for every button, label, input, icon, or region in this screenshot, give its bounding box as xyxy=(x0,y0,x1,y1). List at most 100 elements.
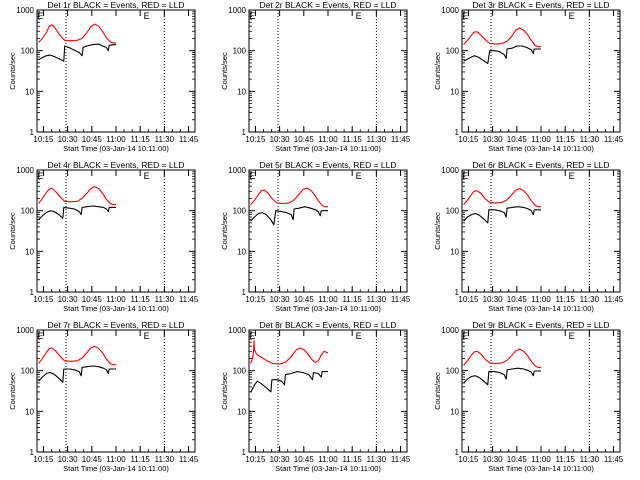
y-tick-label: 1000 xyxy=(16,166,34,175)
y-tick-label: 1 xyxy=(30,288,35,297)
e-marker: E xyxy=(249,11,255,21)
x-tick-label: 10:30 xyxy=(58,295,79,304)
x-tick-label: 10:30 xyxy=(58,455,79,464)
y-tick-label: 100 xyxy=(233,367,247,376)
y-tick-label: 1 xyxy=(30,128,35,137)
e-marker: E xyxy=(144,11,150,21)
y-tick-label: 10 xyxy=(237,407,246,416)
lld-series-line xyxy=(463,348,541,368)
plot-frame xyxy=(461,9,621,133)
x-tick-label: 11:00 xyxy=(106,295,126,304)
plot-frame xyxy=(461,329,621,453)
x-tick-label: 11:00 xyxy=(318,135,338,144)
events-series-line xyxy=(38,365,116,383)
x-tick-label: 10:45 xyxy=(82,135,103,144)
e-marker: E xyxy=(356,171,362,181)
x-tick-label: 11:00 xyxy=(531,455,551,464)
lld-series-line xyxy=(250,340,329,365)
x-tick-label: 11:15 xyxy=(555,135,575,144)
panel-title: Det 9r BLACK = Events, RED = LLD xyxy=(472,320,609,330)
y-tick-label: 100 xyxy=(21,47,35,56)
x-tick-label: 10:30 xyxy=(483,295,504,304)
e-marker: E xyxy=(144,171,150,181)
y-axis-label: Counts/sec xyxy=(8,52,17,90)
x-tick-label: 10:45 xyxy=(294,135,315,144)
x-tick-label: 10:15 xyxy=(458,135,479,144)
x-tick-label: 10:30 xyxy=(270,135,291,144)
events-series-line xyxy=(250,206,328,226)
y-tick-label: 1 xyxy=(242,448,247,457)
e-marker: E xyxy=(37,331,43,341)
lld-series-line xyxy=(38,23,116,44)
y-tick-label: 1000 xyxy=(16,326,34,335)
plot-frame xyxy=(248,329,408,453)
x-tick-label: 11:30 xyxy=(155,455,175,464)
panel: Det 2r BLACK = Events, RED = LLD 1 10 100 10… xyxy=(220,0,411,153)
e-marker: E xyxy=(569,171,575,181)
events-series-line xyxy=(38,205,116,221)
lld-series-line xyxy=(250,187,328,208)
x-tick-label: 11:00 xyxy=(106,455,126,464)
y-tick-label: 100 xyxy=(233,207,247,216)
lld-series-line xyxy=(38,345,116,366)
x-tick-label: 11:00 xyxy=(318,295,338,304)
e-marker: E xyxy=(356,11,362,21)
x-tick-label: 10:15 xyxy=(458,455,479,464)
plot-frame xyxy=(36,169,196,293)
panel: Det 6r BLACK = Events, RED = LLD 1 10 100 10… xyxy=(433,160,624,313)
x-tick-label: 11:15 xyxy=(342,295,362,304)
panel: Det 5r BLACK = Events, RED = LLD 1 10 100 10… xyxy=(220,160,411,313)
x-tick-label: 11:45 xyxy=(604,455,624,464)
x-axis-label: Start Time (03-Jan-14 10:11:00) xyxy=(275,304,381,313)
x-tick-label: 10:15 xyxy=(245,295,266,304)
x-tick-label: 11:45 xyxy=(604,135,624,144)
y-tick-label: 10 xyxy=(25,247,34,256)
e-marker: E xyxy=(569,11,575,21)
x-tick-label: 10:45 xyxy=(507,135,528,144)
x-tick-label: 11:30 xyxy=(367,455,387,464)
y-tick-label: 1000 xyxy=(228,326,246,335)
y-tick-label: 1 xyxy=(455,288,460,297)
plot-frame xyxy=(248,9,408,133)
x-tick-label: 11:30 xyxy=(580,295,600,304)
panel: Det 9r BLACK = Events, RED = LLD 1 10 100 10… xyxy=(433,320,624,473)
y-axis-label: Counts/sec xyxy=(433,52,442,90)
e-marker: E xyxy=(569,331,575,341)
panel-title: Det 3r BLACK = Events, RED = LLD xyxy=(472,0,609,10)
x-tick-label: 11:45 xyxy=(391,295,411,304)
x-tick-label: 10:15 xyxy=(33,135,54,144)
x-tick-label: 10:45 xyxy=(507,455,528,464)
panel-title: Det 8r BLACK = Events, RED = LLD xyxy=(259,320,396,330)
y-tick-label: 10 xyxy=(25,407,34,416)
panel-title: Det 4r BLACK = Events, RED = LLD xyxy=(47,160,184,170)
x-axis-label: Start Time (03-Jan-14 10:11:00) xyxy=(63,304,169,313)
x-tick-label: 10:45 xyxy=(82,295,103,304)
x-tick-label: 10:15 xyxy=(33,455,54,464)
x-tick-label: 11:00 xyxy=(531,295,551,304)
x-axis-label: Start Time (03-Jan-14 10:11:00) xyxy=(63,464,169,473)
x-axis-label: Start Time (03-Jan-14 10:11:00) xyxy=(488,464,594,473)
y-tick-label: 1 xyxy=(242,288,247,297)
y-tick-label: 10 xyxy=(450,247,459,256)
lld-series-line xyxy=(38,186,116,206)
x-tick-label: 10:45 xyxy=(294,295,315,304)
events-series-line xyxy=(463,45,541,65)
y-tick-label: 100 xyxy=(446,367,460,376)
x-tick-label: 11:45 xyxy=(391,455,411,464)
e-marker: E xyxy=(37,171,43,181)
x-tick-label: 10:15 xyxy=(458,295,479,304)
y-tick-label: 1 xyxy=(455,128,460,137)
x-tick-label: 11:15 xyxy=(130,455,150,464)
e-marker: E xyxy=(462,11,468,21)
x-tick-label: 11:45 xyxy=(179,135,199,144)
e-marker: E xyxy=(144,331,150,341)
x-tick-label: 11:30 xyxy=(367,295,387,304)
panel: Det 1r BLACK = Events, RED = LLD 1 10 100 10… xyxy=(8,0,199,153)
y-axis-label: Counts/sec xyxy=(220,52,229,90)
y-tick-label: 1000 xyxy=(441,326,459,335)
x-tick-label: 10:30 xyxy=(483,455,504,464)
x-tick-label: 11:30 xyxy=(367,135,387,144)
panel: Det 3r BLACK = Events, RED = LLD 1 10 100 10… xyxy=(433,0,624,153)
x-tick-label: 10:45 xyxy=(507,295,528,304)
